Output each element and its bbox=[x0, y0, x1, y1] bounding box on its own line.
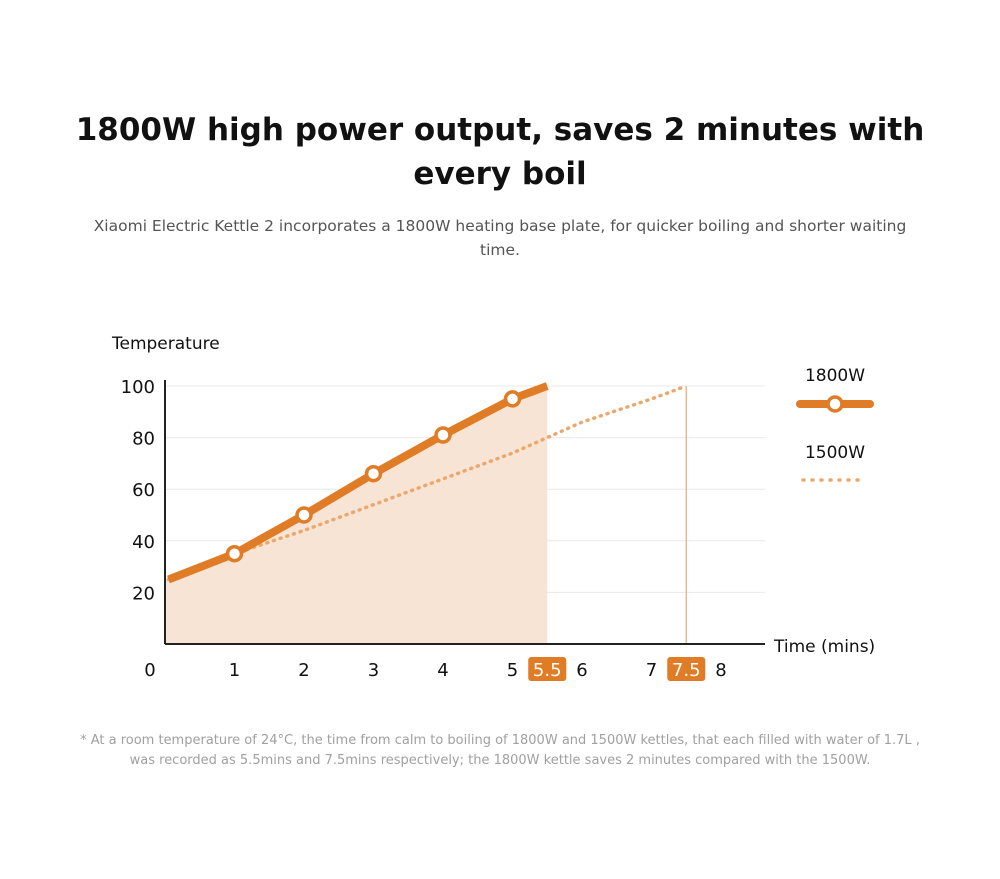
series-1800w-point bbox=[225, 544, 244, 563]
legend-label-1800w: 1800W bbox=[805, 366, 865, 386]
y-tick-label: 100 bbox=[121, 377, 155, 398]
series-1800w-area bbox=[165, 386, 548, 644]
x-tick-label: 1 bbox=[229, 660, 240, 681]
series-1800w-point bbox=[503, 390, 522, 408]
y-axis-label: Temperature bbox=[111, 334, 220, 354]
x-tick-label: 5 bbox=[507, 660, 518, 681]
highlight-tick-label: 7.5 bbox=[672, 660, 701, 681]
y-tick-label: 60 bbox=[132, 480, 155, 501]
temperature-time-chart: Temperature Time (mins) 20 40 60 80 100 0 1 2 3 4… bbox=[111, 334, 875, 681]
legend: 1800W 1500W bbox=[796, 366, 874, 482]
x-tick-label: 8 bbox=[715, 660, 726, 681]
page-title: 1800W high power output, saves 2 minutes… bbox=[75, 112, 925, 192]
x-tick-label: 4 bbox=[437, 660, 448, 681]
footnote: * At a room temperature of 24°C, the tim… bbox=[80, 733, 920, 768]
series-1800w-point bbox=[295, 506, 313, 524]
highlight-tick-badge-7.5 bbox=[667, 657, 706, 681]
x-tick-label: 2 bbox=[298, 660, 309, 681]
legend-marker-1800w bbox=[826, 395, 844, 413]
y-tick-label: 80 bbox=[132, 429, 155, 450]
highlight-tick-badge-5.5 bbox=[528, 657, 567, 681]
series-1800w-point bbox=[434, 426, 452, 444]
x-tick-label: 3 bbox=[368, 660, 379, 681]
series-1800w-point bbox=[364, 464, 383, 483]
axes: Temperature Time (mins) bbox=[111, 334, 875, 657]
series-layer bbox=[166, 382, 688, 584]
y-tick-label: 20 bbox=[132, 583, 155, 604]
x-tick-label: 6 bbox=[576, 660, 587, 681]
tick-labels: 20 40 60 80 100 0 1 2 3 4 5 6 7 8 5.5 7.5 bbox=[121, 377, 727, 681]
series-1500w-line bbox=[166, 384, 688, 582]
x-tick-label: 0 bbox=[144, 660, 155, 681]
x-axis-label: Time (mins) bbox=[773, 637, 875, 657]
y-tick-label: 40 bbox=[132, 532, 155, 553]
area-fill-layer bbox=[165, 386, 687, 644]
legend-label-1500w: 1500W bbox=[805, 443, 865, 463]
page-subtitle: Xiaomi Electric Kettle 2 incorporates a … bbox=[93, 217, 907, 259]
highlight-tick-label: 5.5 bbox=[533, 660, 562, 681]
x-tick-label: 7 bbox=[646, 660, 657, 681]
